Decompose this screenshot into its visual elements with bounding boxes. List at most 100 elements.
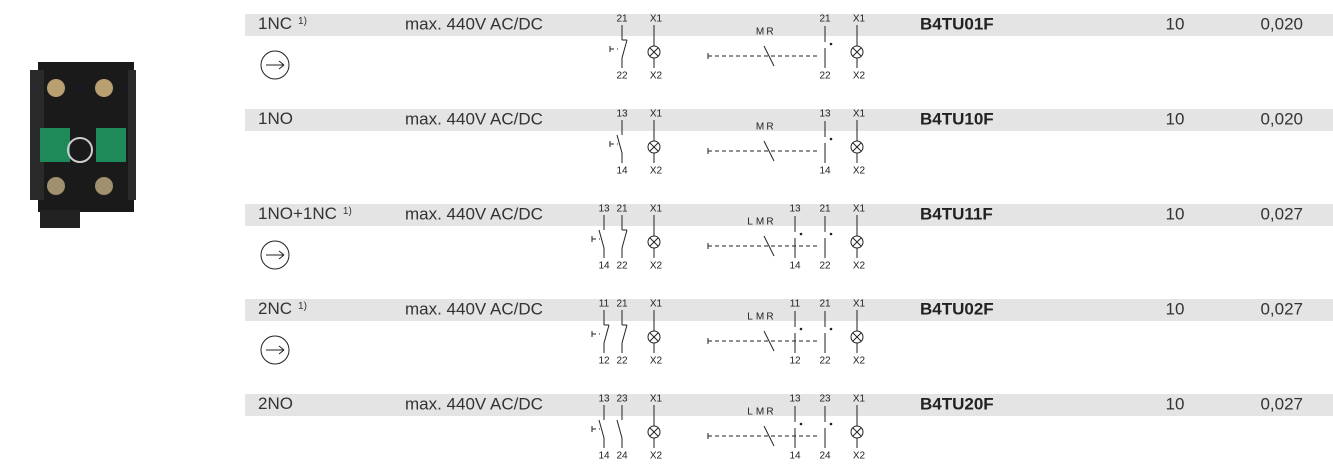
wire: [616, 134, 623, 154]
voltage: max. 440V AC/DC: [405, 14, 543, 33]
voltage: max. 440V AC/DC: [405, 394, 543, 413]
terminal-label: X1: [650, 14, 663, 25]
position-label: L: [747, 312, 753, 323]
position-label: M: [756, 407, 764, 418]
terminal-label: 21: [616, 299, 628, 310]
terminal-label: 23: [819, 394, 831, 405]
terminal-label: 22: [616, 356, 628, 367]
terminal-label: 21: [819, 14, 831, 25]
terminal-label: X1: [853, 204, 866, 215]
position-label: L: [747, 407, 753, 418]
position-label: R: [766, 122, 773, 133]
position-label: M: [756, 122, 764, 133]
weight: 0,020: [1260, 109, 1303, 128]
terminal-label: X1: [853, 109, 866, 120]
wire: [649, 237, 659, 247]
terminal-label: 21: [616, 14, 628, 25]
terminal-label: X2: [853, 451, 866, 462]
return-icon: [260, 50, 290, 80]
wire: [763, 235, 775, 257]
terminal-label: X2: [853, 166, 866, 177]
terminal-label: 22: [819, 71, 831, 82]
terminal-label: X1: [650, 204, 663, 215]
weight: 0,027: [1260, 299, 1303, 318]
terminal-label: X1: [853, 14, 866, 25]
contacts: 2NC 1): [258, 299, 307, 318]
contact-dot: [829, 232, 833, 236]
wire: [278, 60, 285, 66]
wire: [649, 142, 659, 152]
wire: [278, 254, 285, 260]
terminal-label: X2: [650, 71, 663, 82]
weight: 0,027: [1260, 204, 1303, 223]
terminal-label: 21: [819, 299, 831, 310]
contacts: 1NC 1): [258, 14, 307, 33]
footnote-ref: 1): [298, 16, 307, 27]
terminal-label: 12: [598, 356, 610, 367]
contact-dot: [799, 422, 803, 426]
wire: [852, 237, 862, 247]
row-band: [245, 394, 1333, 416]
terminal-label: 13: [616, 109, 628, 120]
terminal-label: X1: [650, 394, 663, 405]
position-label: L: [747, 217, 753, 228]
row-band: [245, 204, 1333, 226]
terminal-label: 14: [616, 166, 628, 177]
contacts-text: 1NC: [258, 14, 292, 33]
wire: [763, 45, 775, 67]
wire: [621, 229, 628, 249]
position-label: R: [766, 217, 773, 228]
return-icon: [260, 240, 290, 270]
voltage: max. 440V AC/DC: [405, 109, 543, 128]
contact-dot: [829, 327, 833, 331]
footnote-ref: 1): [298, 301, 307, 312]
wire: [278, 349, 285, 355]
contact-dot: [799, 232, 803, 236]
product-photo: [30, 62, 136, 228]
row-band: [245, 14, 1333, 36]
terminal-label: 22: [616, 261, 628, 272]
wire: [852, 427, 862, 437]
terminal-label: X2: [650, 356, 663, 367]
terminal-label: 24: [616, 451, 628, 462]
terminal-label: 13: [598, 204, 610, 215]
terminal-label: 14: [789, 261, 801, 272]
quantity: 10: [1166, 14, 1185, 33]
terminal-label: X2: [853, 356, 866, 367]
contacts-text: 2NO: [258, 394, 293, 413]
wire: [852, 47, 862, 57]
position-label: R: [766, 312, 773, 323]
wire: [649, 332, 659, 342]
terminal-label: 11: [599, 299, 610, 310]
terminal-label: X1: [650, 299, 663, 310]
contacts-text: 2NC: [258, 299, 292, 318]
voltage: max. 440V AC/DC: [405, 204, 543, 223]
terminal-label: 13: [819, 109, 831, 120]
wire: [763, 140, 775, 162]
wire: [278, 250, 285, 256]
terminal-label: 22: [819, 261, 831, 272]
row-band: [245, 299, 1333, 321]
contacts: 1NO: [258, 109, 293, 128]
position-label: M: [756, 27, 764, 38]
position-label: M: [756, 217, 764, 228]
wire: [598, 419, 605, 439]
wire: [603, 324, 610, 344]
contacts-text: 1NO: [258, 109, 293, 128]
wire: [763, 330, 775, 352]
position-label: M: [756, 312, 764, 323]
terminal-label: 13: [789, 204, 801, 215]
voltage: max. 440V AC/DC: [405, 299, 543, 318]
terminal-label: 14: [598, 261, 610, 272]
part-number: B4TU01F: [920, 14, 994, 33]
footnote-ref: 1): [343, 206, 352, 217]
terminal-label: X1: [650, 109, 663, 120]
quantity: 10: [1166, 394, 1185, 413]
terminal-label: 12: [789, 356, 801, 367]
return-icon: [260, 335, 290, 365]
terminal-label: 24: [819, 451, 831, 462]
wire: [649, 47, 659, 57]
terminal-label: X2: [650, 261, 663, 272]
quantity: 10: [1166, 299, 1185, 318]
